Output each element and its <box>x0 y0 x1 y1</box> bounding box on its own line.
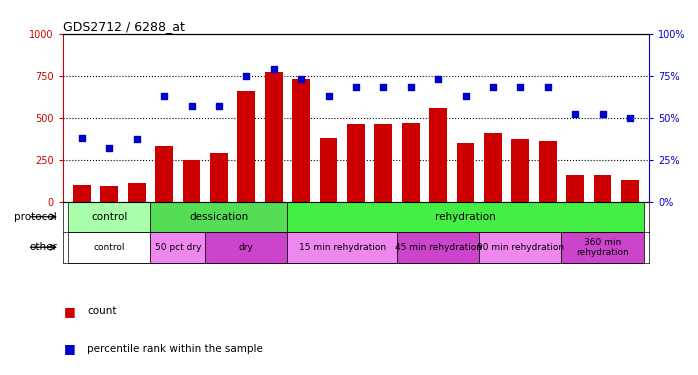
Point <box>186 103 197 109</box>
Text: other: other <box>29 242 57 252</box>
Point <box>295 76 306 82</box>
Bar <box>484 133 502 201</box>
Text: 360 min
rehydration: 360 min rehydration <box>576 238 629 256</box>
Bar <box>456 143 475 201</box>
Point <box>570 111 581 117</box>
Text: 50 pct dry: 50 pct dry <box>155 243 201 252</box>
Text: 15 min rehydration: 15 min rehydration <box>299 243 386 252</box>
Point <box>597 111 608 117</box>
Bar <box>155 146 173 201</box>
Point <box>131 136 142 142</box>
Bar <box>183 160 200 201</box>
Point <box>323 93 334 99</box>
Bar <box>374 124 392 201</box>
Text: protocol: protocol <box>14 212 57 222</box>
Text: control: control <box>94 243 125 252</box>
Bar <box>265 72 283 201</box>
Bar <box>347 124 365 201</box>
Bar <box>151 201 288 232</box>
Bar <box>429 108 447 201</box>
Text: ■: ■ <box>64 305 75 318</box>
Point <box>625 115 636 121</box>
Point <box>76 135 87 141</box>
Point <box>241 73 252 79</box>
Bar <box>621 180 639 201</box>
Point <box>104 145 115 151</box>
Text: dry: dry <box>239 243 254 252</box>
Text: dessication: dessication <box>189 212 248 222</box>
Bar <box>288 232 397 262</box>
Text: 45 min rehydration: 45 min rehydration <box>394 243 482 252</box>
Bar <box>292 79 310 201</box>
Bar <box>68 232 151 262</box>
Bar <box>73 185 91 201</box>
Point <box>350 84 362 90</box>
Text: ■: ■ <box>64 342 75 355</box>
Bar <box>566 176 584 201</box>
Text: GDS2712 / 6288_at: GDS2712 / 6288_at <box>63 20 185 33</box>
Bar <box>594 176 611 201</box>
Point <box>487 84 498 90</box>
Text: 90 min rehydration: 90 min rehydration <box>477 243 564 252</box>
Point <box>158 93 170 99</box>
Bar <box>101 186 118 201</box>
Point <box>460 93 471 99</box>
Point <box>268 66 279 72</box>
Text: control: control <box>91 212 128 222</box>
Bar <box>205 232 288 262</box>
Bar <box>68 201 151 232</box>
Point <box>433 76 444 82</box>
Point <box>515 84 526 90</box>
Point <box>378 84 389 90</box>
Bar <box>480 232 561 262</box>
Bar <box>237 91 255 201</box>
Bar <box>561 232 644 262</box>
Text: count: count <box>87 306 117 316</box>
Bar <box>151 232 205 262</box>
Point <box>542 84 554 90</box>
Point <box>214 103 225 109</box>
Text: percentile rank within the sample: percentile rank within the sample <box>87 344 263 354</box>
Bar <box>512 140 529 201</box>
Bar <box>128 183 146 201</box>
Bar <box>210 153 228 201</box>
Bar <box>320 138 338 201</box>
Bar <box>397 232 480 262</box>
Bar <box>539 141 557 201</box>
Text: rehydration: rehydration <box>435 212 496 222</box>
Point <box>406 84 417 90</box>
Bar <box>288 201 644 232</box>
Bar <box>402 123 419 201</box>
